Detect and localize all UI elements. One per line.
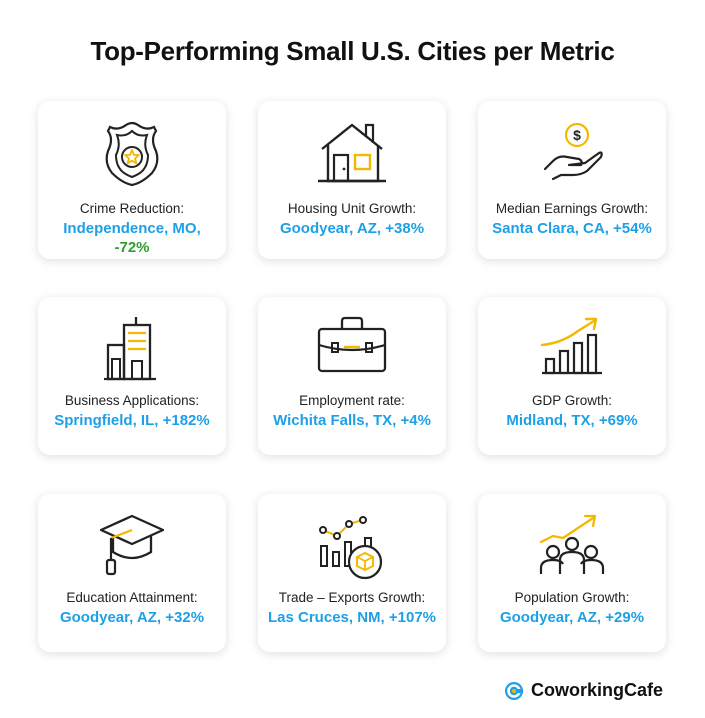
police-badge-icon bbox=[105, 121, 159, 187]
metric-label: Employment rate: bbox=[299, 393, 405, 408]
metric-card-housing: Housing Unit Growth: Goodyear, AZ, +38% bbox=[258, 101, 446, 259]
brand-logo: CoworkingCafe bbox=[504, 680, 663, 701]
metric-value: Midland, TX, +69% bbox=[506, 412, 638, 429]
house-icon bbox=[318, 123, 386, 183]
trade-export-icon bbox=[319, 516, 383, 580]
metric-label: GDP Growth: bbox=[531, 393, 613, 408]
metric-value: Goodyear, AZ, +29% bbox=[499, 609, 645, 626]
metric-card-crime: Crime Reduction: Independence, MO, -72% bbox=[38, 101, 226, 259]
metric-value: Independence, MO, -72% bbox=[42, 219, 222, 257]
metric-label: Trade – Exports Growth: bbox=[278, 590, 426, 605]
metric-label: Housing Unit Growth: bbox=[287, 201, 417, 216]
metric-change: -72% bbox=[114, 239, 150, 256]
metric-card-employment: Employment rate: Wichita Falls, TX, +4% bbox=[258, 297, 446, 455]
coworkingcafe-logo-icon bbox=[504, 681, 523, 700]
graduation-cap-icon bbox=[99, 514, 165, 576]
metric-city: Independence, MO, bbox=[63, 220, 201, 237]
page-title: Top-Performing Small U.S. Cities per Met… bbox=[90, 36, 615, 66]
hand-coin-icon: $ bbox=[543, 122, 603, 181]
brand-name: CoworkingCafe bbox=[530, 680, 663, 700]
growth-chart-icon bbox=[540, 317, 602, 375]
metric-card-gdp: GDP Growth: Midland, TX, +69% bbox=[478, 297, 666, 455]
metric-card-business: Business Applications: Springfield, IL, … bbox=[38, 297, 226, 455]
metric-label: Median Earnings Growth: bbox=[495, 201, 649, 216]
metric-card-population: Population Growth: Goodyear, AZ, +29% bbox=[478, 494, 666, 652]
metric-label: Crime Reduction: bbox=[79, 201, 185, 216]
metric-card-trade: Trade – Exports Growth: Las Cruces, NM, … bbox=[258, 494, 446, 652]
metric-value: Las Cruces, NM, +107% bbox=[268, 609, 436, 626]
metric-value: Wichita Falls, TX, +4% bbox=[273, 412, 431, 429]
metric-label: Population Growth: bbox=[514, 590, 630, 605]
metric-label: Business Applications: bbox=[64, 393, 200, 408]
metric-value: Goodyear, AZ, +32% bbox=[59, 609, 205, 626]
metric-value: Springfield, IL, +182% bbox=[54, 412, 210, 429]
metric-value: Goodyear, AZ, +38% bbox=[279, 220, 425, 237]
svg-text:$: $ bbox=[573, 127, 581, 143]
buildings-icon bbox=[104, 317, 156, 381]
metric-card-education: Education Attainment: Goodyear, AZ, +32% bbox=[38, 494, 226, 652]
metric-label: Education Attainment: bbox=[66, 590, 198, 605]
population-growth-icon bbox=[539, 514, 605, 574]
metric-value: Santa Clara, CA, +54% bbox=[492, 220, 652, 237]
briefcase-icon bbox=[317, 316, 387, 373]
metric-card-earnings: $ Median Earnings Growth: Santa Clara, C… bbox=[478, 101, 666, 259]
